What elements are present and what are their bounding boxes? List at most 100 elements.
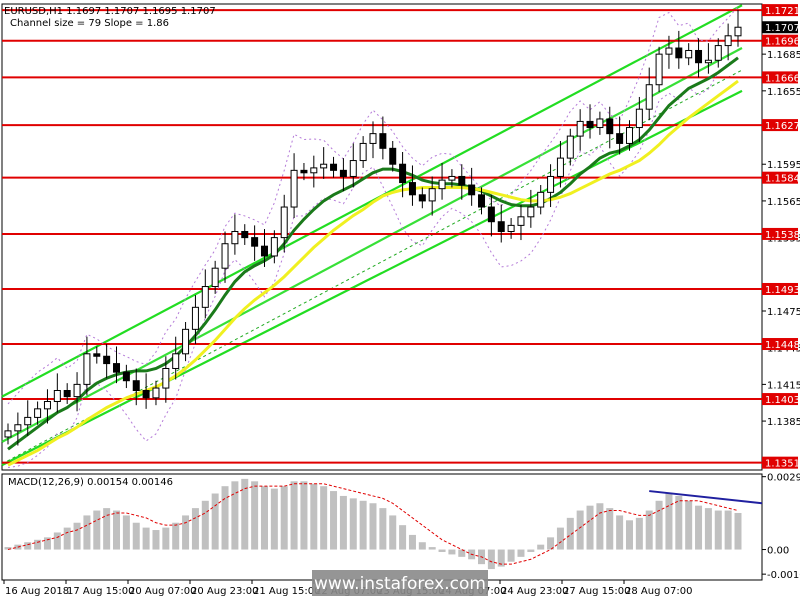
macd-histogram-bar <box>142 527 150 550</box>
macd-histogram-bar <box>556 527 564 550</box>
candle-body <box>616 133 624 144</box>
candle-body <box>448 175 456 181</box>
macd-histogram-bar <box>182 515 190 550</box>
candle-body <box>399 163 407 184</box>
watermark-text: www.instaforex.com <box>314 574 486 594</box>
moving-average-line-0 <box>7 56 739 451</box>
macd-histogram-bar <box>260 486 268 550</box>
macd-histogram-bar <box>152 530 160 550</box>
macd-histogram-bar <box>310 483 318 550</box>
candle-body <box>478 194 486 208</box>
main-pane-frame <box>1 3 763 471</box>
macd-histogram-bar <box>734 512 742 550</box>
price-level-tag-label: 1.1666 <box>765 73 800 84</box>
macd-pane <box>1 473 763 581</box>
macd-histogram-bar <box>655 500 663 550</box>
candle-body <box>665 47 673 55</box>
price-level-tag-label: 1.1403 <box>765 395 800 406</box>
macd-histogram-bar <box>695 505 703 550</box>
candle-body <box>113 363 121 373</box>
candle-body <box>537 191 545 208</box>
y-tick-label: 1.1385 <box>767 417 800 428</box>
macd-histogram-bar <box>339 495 347 550</box>
candle-body <box>645 84 653 110</box>
macd-histogram-bar <box>280 486 288 550</box>
envelope-upper-line <box>7 6 739 405</box>
price-axis: 1.16851.16551.15951.15651.15351.14751.14… <box>3 4 800 597</box>
price-level-tag <box>762 338 798 351</box>
macd-histogram-bar <box>162 527 170 550</box>
candle-body <box>122 371 130 382</box>
price-level-tag <box>762 171 798 184</box>
macd-histogram-bar <box>221 486 229 550</box>
candle-body <box>280 206 288 239</box>
price-level-tag <box>762 4 798 17</box>
candle-body <box>152 387 160 399</box>
candle-body <box>547 175 555 193</box>
price-level-tag <box>762 71 798 84</box>
macd-y-tick-label: -0.00101 <box>767 570 800 581</box>
macd-histogram-bar <box>103 508 111 550</box>
macd-histogram-bar <box>438 549 446 552</box>
macd-histogram-bar <box>537 544 545 550</box>
macd-histogram-bar <box>34 539 42 550</box>
macd-histogram-bar <box>172 522 180 550</box>
candle-body <box>389 147 397 165</box>
x-tick-label: 24 Aug 23:00 <box>501 586 568 597</box>
candle-body <box>704 59 712 64</box>
candle-body <box>596 118 604 129</box>
candle-body <box>43 401 51 410</box>
macd-y-tick-label: 0.00299 <box>767 473 800 484</box>
price-level-tag <box>762 456 798 469</box>
macd-histogram-bar <box>685 500 693 550</box>
macd-histogram-bar <box>487 549 495 570</box>
macd-histogram-bar <box>24 542 32 550</box>
x-tick-label: 28 Aug 07:00 <box>625 586 692 597</box>
candle-body <box>339 169 347 177</box>
candle-body <box>625 127 633 144</box>
candle-body <box>408 182 416 196</box>
candle-body <box>14 424 22 432</box>
macd-histogram-bar <box>53 532 61 550</box>
candle-body <box>418 194 426 202</box>
macd-histogram-bar <box>497 549 505 567</box>
macd-histogram-bar <box>704 508 712 550</box>
candle-body <box>24 416 32 426</box>
macd-histogram-bar <box>251 481 259 550</box>
x-tick-label: 20 Aug 23:00 <box>191 586 258 597</box>
candle-body <box>655 53 663 86</box>
chart-title: EURUSD,H1 1.1697 1.1707 1.1695 1.1707 <box>4 6 216 17</box>
price-level-tag <box>762 282 798 295</box>
candle-body <box>103 355 111 365</box>
candle-body <box>300 169 308 174</box>
macd-histogram-bar <box>241 478 249 550</box>
candle-body <box>320 163 328 169</box>
candle-body <box>369 133 377 144</box>
macd-histogram-bar <box>645 510 653 550</box>
macd-histogram-bar <box>596 503 604 550</box>
macd-histogram-bar <box>635 517 643 550</box>
macd-histogram-bar <box>625 520 633 550</box>
candle-body <box>695 49 703 64</box>
macd-histogram-bar <box>379 508 387 550</box>
candle-body <box>211 267 219 288</box>
channel-middle-line <box>1 47 743 443</box>
y-tick-label: 1.1595 <box>767 160 800 171</box>
candle-body <box>162 367 170 389</box>
price-level-tag <box>762 393 798 406</box>
macd-histogram-bar <box>300 481 308 550</box>
candle-body <box>172 353 180 369</box>
candle-body <box>635 108 643 129</box>
macd-histogram-bar <box>458 549 466 557</box>
macd-histogram-bar <box>389 515 397 550</box>
candle-body <box>73 383 81 398</box>
candle-body <box>724 35 732 47</box>
price-level-tag-label: 1.1493 <box>765 285 800 296</box>
x-tick-label: 21 Aug 15:00 <box>253 586 320 597</box>
price-level-tag <box>762 34 798 47</box>
macd-histogram-bar <box>359 500 367 550</box>
candle-body <box>379 133 387 149</box>
chart-subtitle: Channel size = 79 Slope = 1.86 <box>10 18 169 29</box>
price-level-tag-label: 1.1721 <box>765 6 800 17</box>
